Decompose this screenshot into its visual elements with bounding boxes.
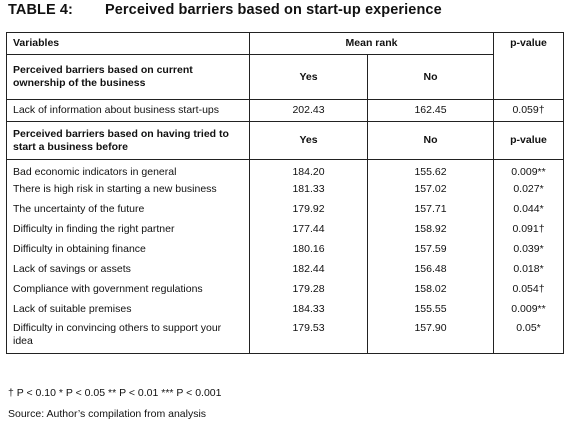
section2-heading-row: Perceived barriers based on having tried…: [6, 121, 564, 160]
row-yes-rank: 202.43: [249, 99, 368, 122]
section2-yes-header: Yes: [249, 121, 368, 160]
section2-p-value-header: p-value: [493, 121, 564, 160]
row-p-value: 0.091†: [493, 219, 564, 240]
row-no-rank: 155.55: [367, 299, 494, 320]
row-yes-rank: 180.16: [249, 239, 368, 260]
row-no-rank: 157.59: [367, 239, 494, 260]
row-yes-rank: 181.33: [249, 179, 368, 200]
row-yes-rank: 179.53: [249, 319, 368, 354]
row-no-rank: 156.48: [367, 259, 494, 280]
row-yes-rank: 177.44: [249, 219, 368, 240]
row-p-value: 0.039*: [493, 239, 564, 260]
row-p-value: 0.009**: [493, 159, 564, 180]
table-row: Compliance with government regulations: [6, 279, 250, 300]
row-no-rank: 155.62: [367, 159, 494, 180]
source-note: Source: Author’s compilation from analys…: [8, 408, 207, 420]
table-row: Difficulty in obtaining finance: [6, 239, 250, 260]
table-row: There is high risk in starting a new bus…: [6, 179, 250, 200]
row-yes-rank: 182.44: [249, 259, 368, 280]
row-variable: Lack of information about business start…: [6, 99, 250, 122]
mean-rank-header: Mean rank: [249, 32, 494, 55]
table-row: Lack of suitable premises: [6, 299, 250, 320]
table-row: The uncertainty of the future: [6, 199, 250, 220]
table-row: Bad economic indicators in general: [6, 159, 250, 180]
row-p-value: 0.054†: [493, 279, 564, 300]
row-p-value: 0.018*: [493, 259, 564, 280]
table-row: Difficulty in finding the right partner: [6, 219, 250, 240]
p-value-header: p-value: [493, 32, 564, 100]
row-no-rank: 158.02: [367, 279, 494, 300]
significance-footnote: † P < 0.10 * P < 0.05 ** P < 0.01 *** P …: [8, 387, 222, 399]
section1-no-header: No: [367, 54, 494, 100]
variables-header: Variables: [6, 32, 250, 55]
row-no-rank: 162.45: [367, 99, 494, 122]
row-p-value: 0.059†: [493, 99, 564, 122]
row-no-rank: 157.71: [367, 199, 494, 220]
row-yes-rank: 184.33: [249, 299, 368, 320]
row-p-value: 0.027*: [493, 179, 564, 200]
row-p-value: 0.009**: [493, 299, 564, 320]
section2-no-header: No: [367, 121, 494, 160]
row-p-value: 0.044*: [493, 199, 564, 220]
section2-heading: Perceived barriers based on having tried…: [6, 121, 250, 160]
table-row: Lack of information about business start…: [6, 99, 564, 122]
row-no-rank: 158.92: [367, 219, 494, 240]
table-number: TABLE 4:: [8, 2, 73, 18]
table-row: Difficulty in convincing others to suppo…: [6, 319, 250, 354]
section1-yes-header: Yes: [249, 54, 368, 100]
table-title: TABLE 4: Perceived barriers based on star…: [8, 2, 442, 18]
row-yes-rank: 179.28: [249, 279, 368, 300]
section1-heading: Perceived barriers based on current owne…: [6, 54, 250, 100]
table-row: Lack of savings or assets: [6, 259, 250, 280]
header-row: Variables Mean rank p-value: [6, 32, 564, 100]
row-yes-rank: 184.20: [249, 159, 368, 180]
section1-heading-row: Perceived barriers based on current owne…: [6, 54, 564, 100]
row-p-value: 0.05*: [493, 319, 564, 354]
table-caption: Perceived barriers based on start-up exp…: [105, 2, 442, 18]
row-no-rank: 157.90: [367, 319, 494, 354]
row-no-rank: 157.02: [367, 179, 494, 200]
results-table: Variables Mean rank p-value Perceived ba…: [6, 32, 564, 354]
row-yes-rank: 179.92: [249, 199, 368, 220]
